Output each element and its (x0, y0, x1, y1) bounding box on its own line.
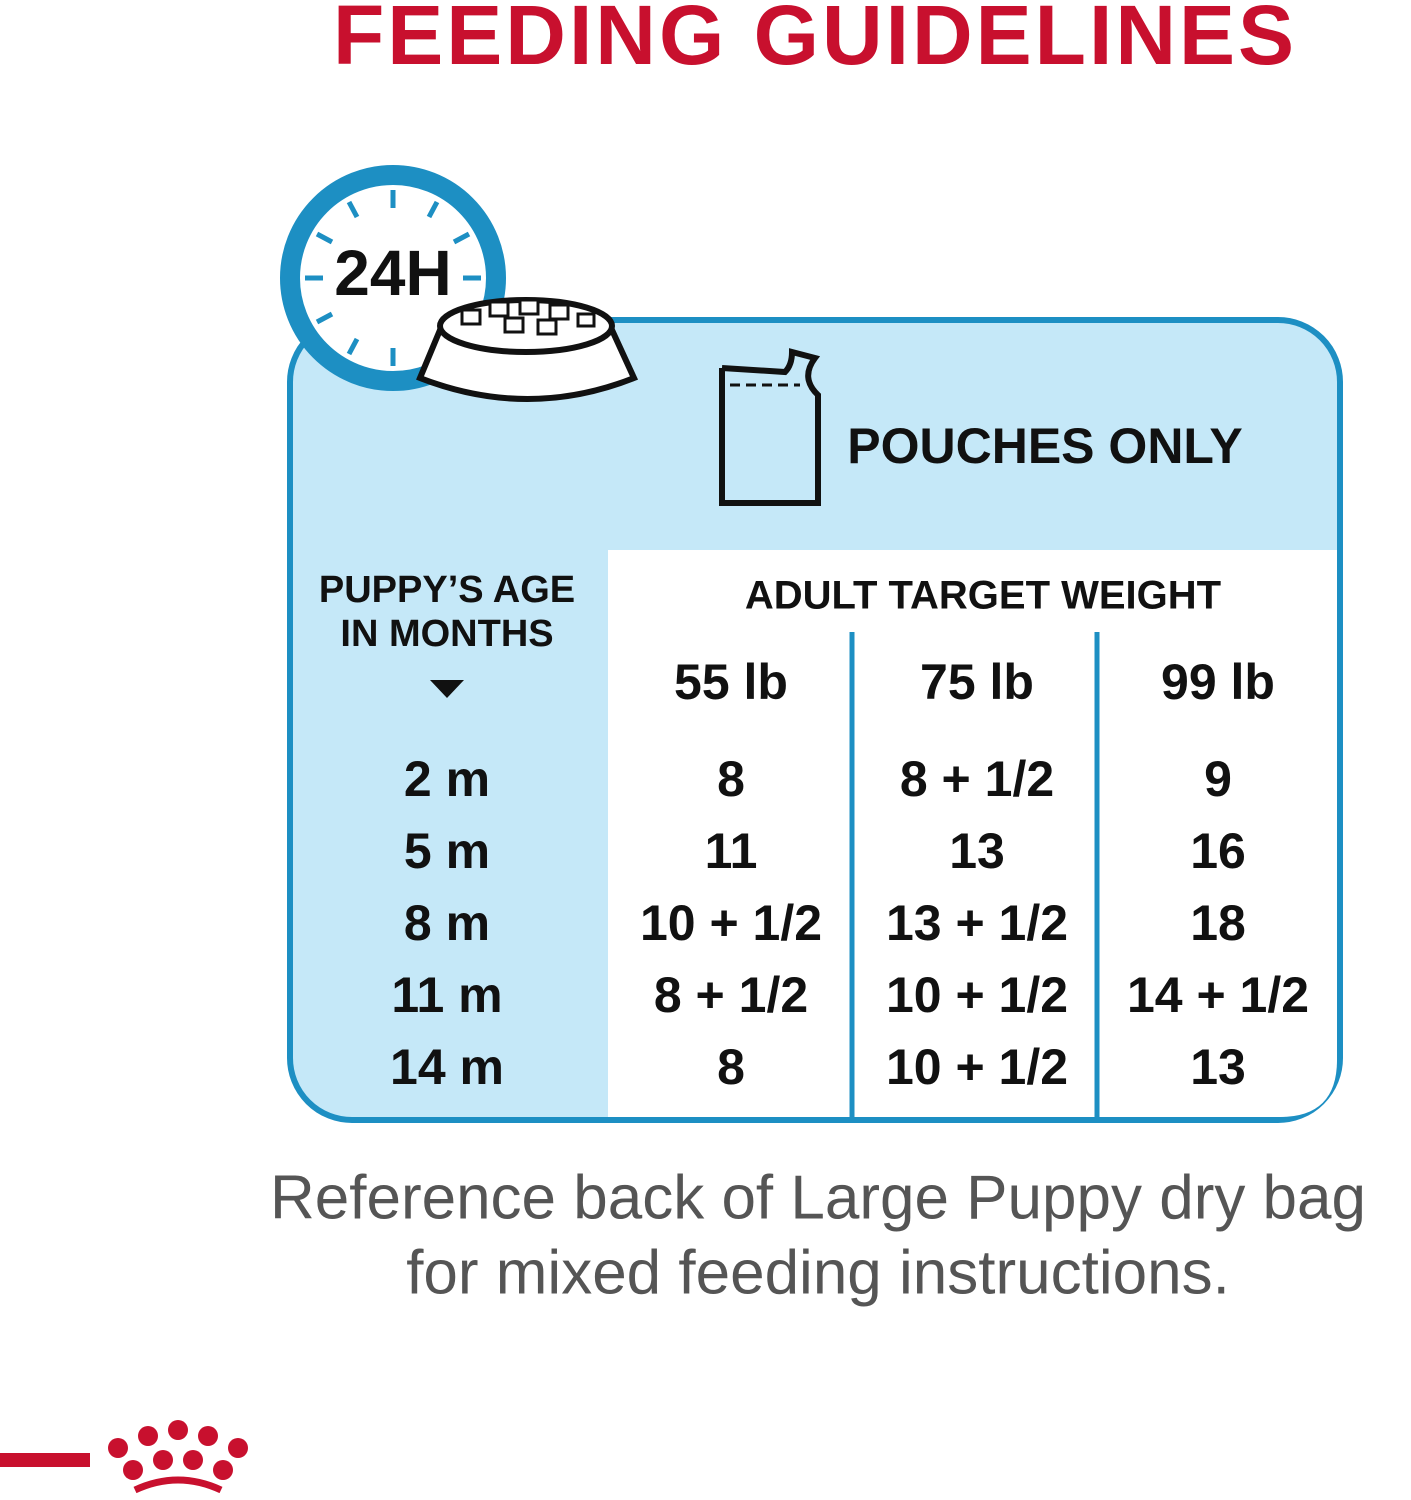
amount-cell: 10 + 1/2 (640, 895, 822, 951)
arrow-down (430, 680, 464, 698)
amount-cell: 16 (1190, 823, 1246, 879)
table-area (608, 550, 1337, 1117)
amount-cell: 8 (717, 751, 745, 807)
column-group: ADULT TARGET WEIGHT (745, 574, 1221, 618)
footnote: Reference back of Large Puppy dry bag (270, 1163, 1366, 1232)
crown-logo (108, 1420, 248, 1494)
amount-cell: 8 + 1/2 (900, 751, 1054, 807)
age-cell: 14 m (390, 1039, 504, 1095)
footnote: for mixed feeding instructions. (406, 1238, 1230, 1307)
column-header: 75 lb (920, 654, 1034, 710)
amount-cell: 13 (1190, 1039, 1246, 1095)
amount-cell: 8 (717, 1039, 745, 1095)
amount-cell: 18 (1190, 895, 1246, 951)
amount-cell: 11 (705, 823, 758, 879)
column-header: 55 lb (674, 654, 788, 710)
column-header: 99 lb (1161, 654, 1275, 710)
amount-cell: 10 + 1/2 (886, 1039, 1068, 1095)
age-cell: 2 m (404, 751, 490, 807)
amount-cell: 14 + 1/2 (1127, 967, 1309, 1023)
age-cell: 8 m (404, 895, 490, 951)
amount-cell: 10 + 1/2 (886, 967, 1068, 1023)
amount-cell: 13 + 1/2 (886, 895, 1068, 951)
row-header: IN MONTHS (340, 613, 553, 655)
row-header: PUPPY’S AGE (319, 569, 575, 611)
title: FEEDING GUIDELINES (333, 0, 1297, 82)
age-cell: 11 m (391, 967, 502, 1023)
amount-cell: 9 (1204, 751, 1232, 807)
pouch-icon (719, 348, 821, 506)
amount-cell: 13 (949, 823, 1005, 879)
amount-cell: 8 + 1/2 (654, 967, 808, 1023)
bowl-icon (416, 297, 639, 402)
clock-label: 24H (334, 237, 451, 309)
age-cell: 5 m (404, 823, 490, 879)
pouch-label: POUCHES ONLY (847, 418, 1242, 474)
